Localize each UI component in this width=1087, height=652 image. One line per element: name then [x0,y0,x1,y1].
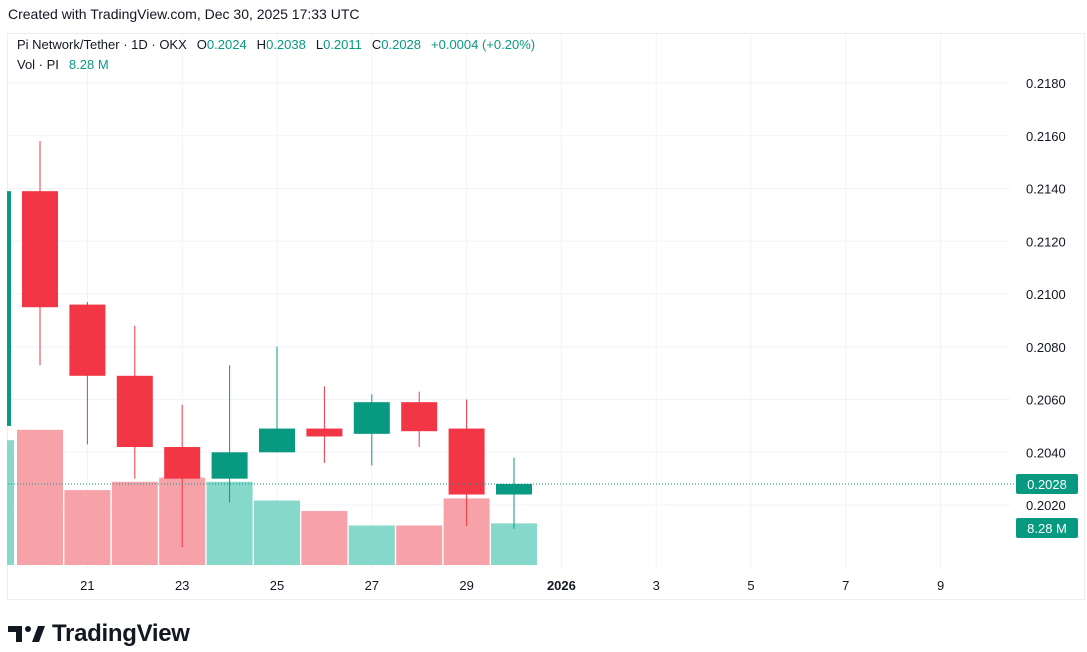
y-tick-label: 0.2180 [1026,76,1066,91]
y-tick-label: 0.2140 [1026,182,1066,197]
x-tick-label: 9 [937,578,944,593]
candle-body[interactable] [353,402,390,434]
y-tick-label: 0.2120 [1026,234,1066,249]
x-tick-label: 7 [842,578,849,593]
volume-tag-bg [1016,518,1078,538]
y-tick-label: 0.2160 [1026,129,1066,144]
volume-bar [491,523,537,565]
candle-body[interactable] [164,447,201,479]
legend-high-label: H [256,37,267,52]
legend-open-value: 0.2024 [206,37,247,52]
volume-bar [396,525,443,565]
candle-body[interactable] [22,191,58,308]
x-tick-label: 29 [459,578,473,593]
legend-volume: Vol · PI 8.28 M [17,57,109,72]
y-tick-label: 0.2020 [1026,498,1066,513]
candle-body[interactable] [306,428,343,437]
candle-body[interactable] [259,428,295,453]
x-tick-label: 3 [653,578,660,593]
tradingview-brand-name: TradingView [52,620,190,647]
volume-bar [254,500,300,565]
legend-ohlc: Pi Network/Tether · 1D · OKX O0.2024 H0.20… [17,37,535,52]
price-tag-label: 0.2028 [1027,477,1067,492]
volume-bar [301,510,348,565]
legend-low-label: L [315,37,324,52]
candle-body[interactable] [448,428,485,495]
price-tag-bg [1016,473,1078,494]
volume-bar [111,481,158,565]
candle-body[interactable] [116,375,153,448]
y-tick-label: 0.2060 [1026,393,1066,408]
legend-low-value: 0.2011 [323,37,362,52]
created-with-text: Created with TradingView.com, Dec 30, 20… [8,6,360,22]
y-tick-label: 0.2080 [1026,340,1066,355]
volume-bar [348,525,395,565]
tradingview-logo[interactable]: TradingView [8,620,190,648]
legend-high-value: 0.2038 [266,37,306,52]
legend-close-value: 0.2028 [381,37,422,52]
volume-bar [64,490,111,565]
x-tick-label: 5 [747,578,754,593]
volume-bar [7,440,14,565]
legend-symbol[interactable]: Pi Network/Tether · 1D · OKX [17,37,187,52]
volume-tag-label: 8.28 M [1027,521,1067,536]
y-tick-label: 0.2040 [1026,445,1066,460]
tradingview-logo-icon [8,626,45,642]
x-tick-label: 21 [80,578,94,593]
x-tick-label: 23 [175,578,189,593]
x-tick-label: 2026 [547,578,576,593]
volume-bar [17,429,63,565]
y-tick-label: 0.2100 [1026,287,1066,302]
legend-volume-value: 8.28 M [68,57,109,72]
candle-body[interactable] [401,402,438,432]
legend-open-label: O [196,37,207,52]
legend-close-label: C [371,37,382,52]
candle-body[interactable] [211,452,248,479]
candle-body[interactable] [69,304,106,376]
legend-volume-label: Vol · PI [17,57,59,72]
candle-body[interactable] [496,483,532,495]
x-tick-label: 25 [270,578,284,593]
x-tick-label: 27 [365,578,379,593]
legend-change: +0.0004 (+0.20%) [431,37,536,52]
candle-partial [7,191,11,426]
